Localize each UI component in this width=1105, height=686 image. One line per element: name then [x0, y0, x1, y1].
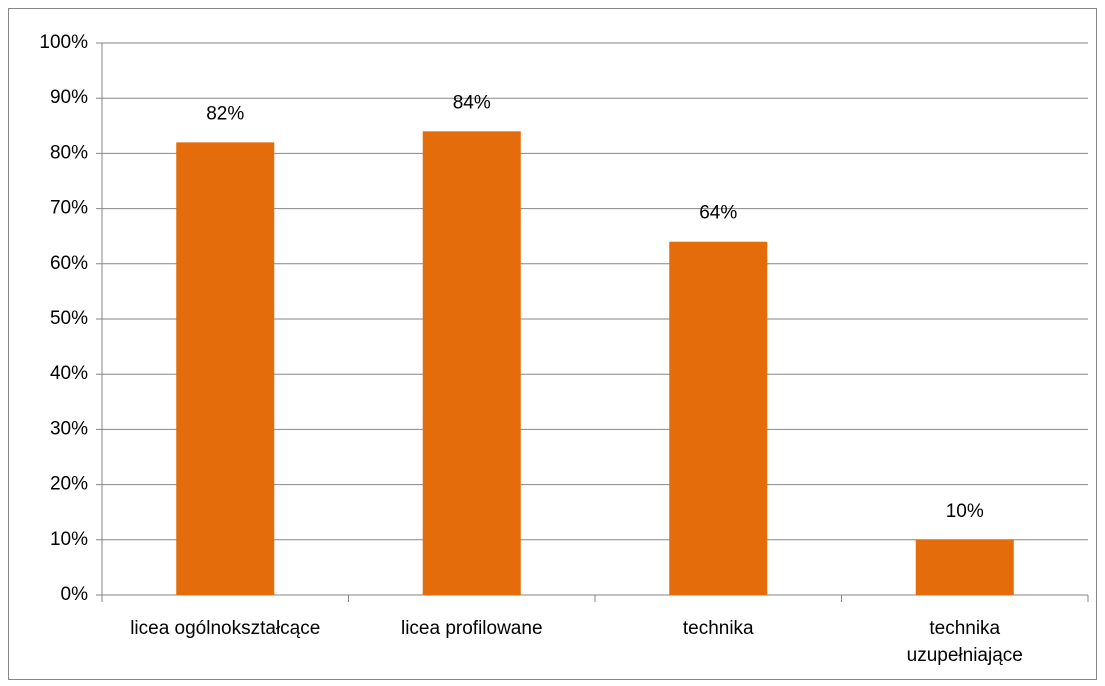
x-tick-label: licea ogólnokształcące — [130, 618, 321, 639]
bar — [422, 131, 521, 595]
y-tick-label: 20% — [50, 474, 88, 495]
x-tick-label: licea profilowane — [400, 618, 543, 639]
y-tick-label: 60% — [50, 253, 88, 274]
y-tick-label: 50% — [50, 308, 88, 329]
y-tick-label: 10% — [50, 529, 88, 550]
y-tick-label: 90% — [50, 87, 88, 108]
x-tick-label: technika uzupełniające — [906, 618, 1023, 666]
bar — [176, 142, 275, 596]
y-tick-label: 40% — [50, 363, 88, 384]
data-label: 10% — [946, 501, 984, 522]
y-tick-label: 80% — [50, 142, 88, 163]
data-label: 82% — [206, 103, 244, 124]
y-tick-label: 100% — [39, 32, 88, 53]
y-tick-label: 70% — [50, 198, 88, 219]
data-label: 64% — [699, 203, 737, 224]
bar — [915, 539, 1014, 595]
data-label: 84% — [453, 92, 491, 113]
x-tick-label: technika — [682, 618, 754, 639]
bar — [669, 241, 768, 595]
y-tick-label: 0% — [61, 584, 89, 605]
y-tick-label: 30% — [50, 418, 88, 439]
